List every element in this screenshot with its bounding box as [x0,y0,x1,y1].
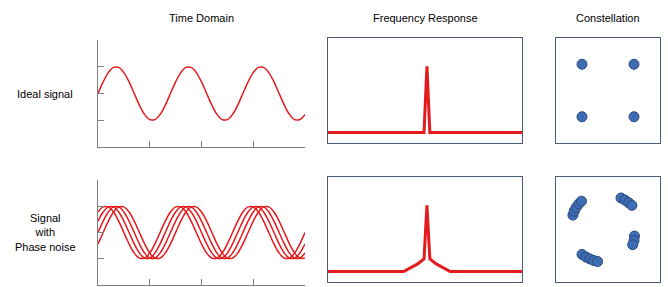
svg-text:Ideal signal: Ideal signal [17,88,73,100]
svg-text:Frequency Response: Frequency Response [373,12,478,24]
svg-text:SignalwithPhase noise: SignalwithPhase noise [15,212,76,253]
svg-text:Constellation: Constellation [576,12,640,24]
svg-text:Time Domain: Time Domain [169,12,234,24]
